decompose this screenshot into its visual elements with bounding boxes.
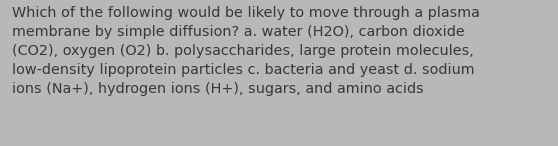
Text: Which of the following would be likely to move through a plasma
membrane by simp: Which of the following would be likely t… <box>12 6 480 96</box>
